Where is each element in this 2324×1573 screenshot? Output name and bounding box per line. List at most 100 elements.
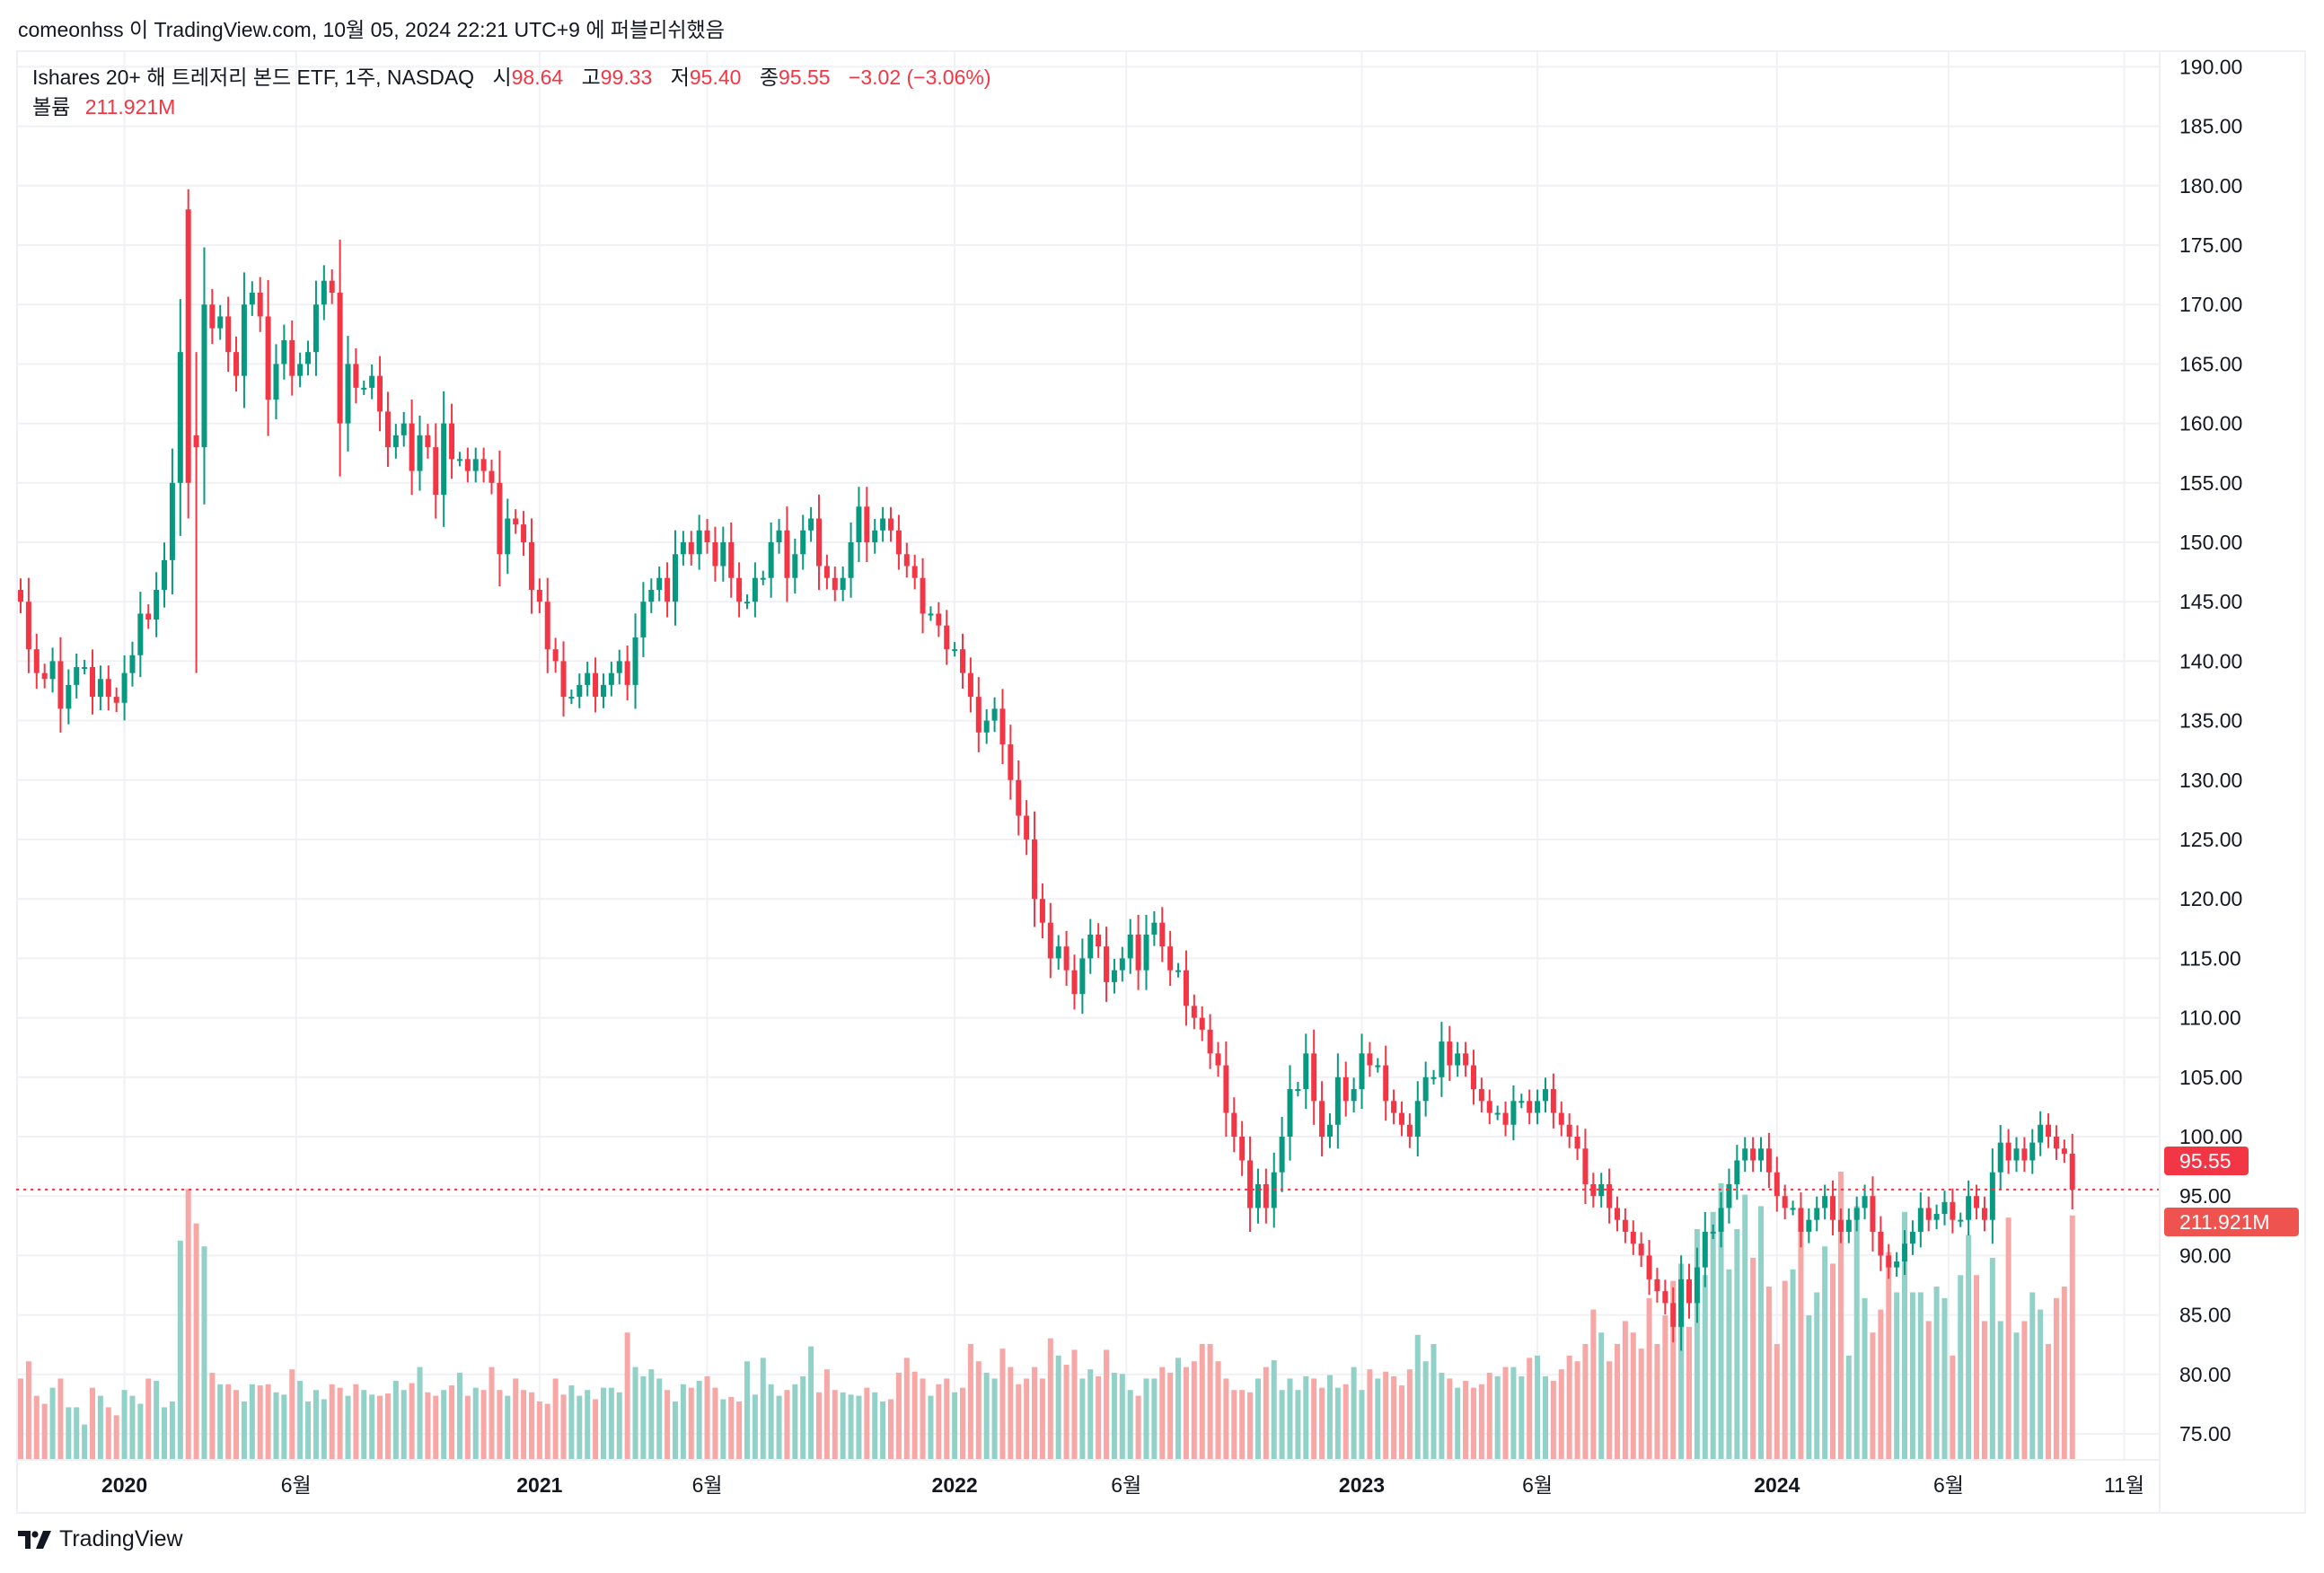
volume-bar — [25, 1361, 31, 1459]
candle-body — [1862, 1196, 1868, 1208]
volume-bar — [1822, 1246, 1828, 1459]
volume-bar — [249, 1384, 255, 1459]
candle-body — [90, 667, 96, 698]
candle-body — [704, 530, 710, 542]
candle-body — [265, 316, 271, 400]
volume-bar — [704, 1375, 710, 1459]
candle-body — [1367, 1053, 1373, 1066]
volume-bar — [536, 1402, 542, 1459]
volume-bar — [696, 1380, 702, 1459]
volume-bar — [983, 1373, 990, 1459]
volume-bar — [1223, 1378, 1229, 1459]
volume-bar — [1254, 1378, 1261, 1459]
volume-bar — [544, 1403, 550, 1459]
candle-body — [1774, 1172, 1780, 1197]
volume-bar — [2005, 1217, 2011, 1459]
ohlc-row: Ishares 20+ 해 트레저리 본드 ETF, 1주, NASDAQ 시9… — [32, 63, 991, 92]
candle-body — [1950, 1201, 1956, 1220]
price-tick-label: 185.00 — [2179, 115, 2242, 138]
volume-bar — [1008, 1366, 1014, 1459]
candle-body — [513, 518, 519, 525]
volume-bar — [1734, 1229, 1740, 1459]
volume-label[interactable]: 볼륨 — [32, 95, 71, 119]
volume-bar — [41, 1403, 48, 1459]
volume-bar — [233, 1390, 240, 1459]
volume-bar — [505, 1395, 511, 1459]
footer-brand[interactable]: TradingView — [18, 1526, 183, 1552]
volume-bar — [456, 1373, 462, 1459]
price-tick-label: 165.00 — [2179, 352, 2242, 375]
candlestick-chart[interactable]: 190.00 185.00 180.00 175.00 170.00 165.00 160.… — [0, 0, 2324, 1526]
volume-bar — [66, 1407, 72, 1459]
price-tick-label: 155.00 — [2179, 471, 2242, 495]
volume-bar — [736, 1402, 743, 1459]
candle-body — [1750, 1148, 1756, 1161]
volume-bar — [1032, 1366, 1038, 1459]
volume-bar — [137, 1403, 144, 1459]
price-tick-label: 130.00 — [2179, 769, 2242, 792]
volume-bar — [593, 1399, 599, 1459]
candle-body — [1806, 1219, 1812, 1232]
volume-bar — [49, 1387, 56, 1459]
volume-bar — [856, 1395, 862, 1459]
candle-body — [1925, 1208, 1932, 1220]
candle-body — [1646, 1255, 1652, 1279]
volume-bar — [1941, 1297, 1948, 1459]
candle-body — [1398, 1112, 1404, 1125]
price-tick-label: 80.00 — [2179, 1363, 2232, 1386]
volume-bar — [1303, 1375, 1309, 1459]
volume-bar — [1311, 1378, 1317, 1459]
volume-bar — [848, 1394, 854, 1459]
volume-bar — [688, 1387, 694, 1459]
volume-bar — [1271, 1359, 1277, 1459]
volume-bar — [1486, 1373, 1492, 1459]
volume-bar — [1726, 1269, 1732, 1459]
candle-body — [1909, 1231, 1915, 1244]
volume-bar — [1758, 1206, 1765, 1459]
symbol-title[interactable]: Ishares 20+ 해 트레저리 본드 ETF, 1주, NASDAQ — [32, 66, 475, 89]
volume-bar — [712, 1387, 718, 1459]
volume-bar — [1383, 1371, 1389, 1459]
volume-bar — [409, 1383, 415, 1459]
candle-body — [2069, 1153, 2075, 1190]
volume-bar — [872, 1392, 878, 1459]
volume-bar — [1750, 1258, 1756, 1459]
price-tick-label: 140.00 — [2179, 649, 2242, 672]
volume-bar — [999, 1349, 1006, 1459]
candle-body — [1486, 1101, 1492, 1113]
volume-bar — [449, 1385, 455, 1459]
volume-bar — [1414, 1334, 1421, 1459]
time-axis[interactable]: 2020 6월 2021 6월 2022 6월 2023 6월 2024 6월 11월 — [101, 1473, 2144, 1497]
volume-bar — [975, 1361, 982, 1459]
candle-body — [640, 602, 647, 637]
candle-body — [449, 423, 455, 460]
price-axis[interactable]: 190.00 185.00 180.00 175.00 170.00 165.00 160.… — [2179, 55, 2242, 1446]
high-label: 고 — [581, 66, 601, 89]
volume-bar — [1295, 1390, 1301, 1459]
candle-body — [1494, 1112, 1501, 1115]
volume-bar — [369, 1394, 375, 1459]
volume-bar — [1670, 1280, 1677, 1459]
volume-bar — [928, 1395, 934, 1459]
time-tick-label: 6월 — [281, 1473, 312, 1497]
candle-body — [313, 304, 319, 353]
volume-bar — [1870, 1332, 1876, 1459]
volume-bar — [1422, 1361, 1429, 1459]
volume-bar — [1127, 1390, 1133, 1459]
candle-body — [800, 530, 806, 555]
volume-bar — [313, 1390, 319, 1459]
price-tick-label: 85.00 — [2179, 1304, 2232, 1327]
volume-bar — [33, 1395, 40, 1459]
volume-bar — [2061, 1287, 2067, 1459]
volume-bar — [2021, 1321, 2028, 1459]
volume-bar — [776, 1395, 782, 1459]
candle-body — [57, 661, 64, 709]
candle-body — [1414, 1101, 1421, 1137]
volume-bar — [895, 1373, 902, 1459]
candle-body — [369, 375, 375, 388]
candle-body — [1870, 1196, 1876, 1232]
candle-body — [1894, 1261, 1900, 1268]
candle-body — [1582, 1148, 1589, 1184]
volume-bar — [1478, 1384, 1484, 1459]
candle-body — [1607, 1183, 1613, 1208]
